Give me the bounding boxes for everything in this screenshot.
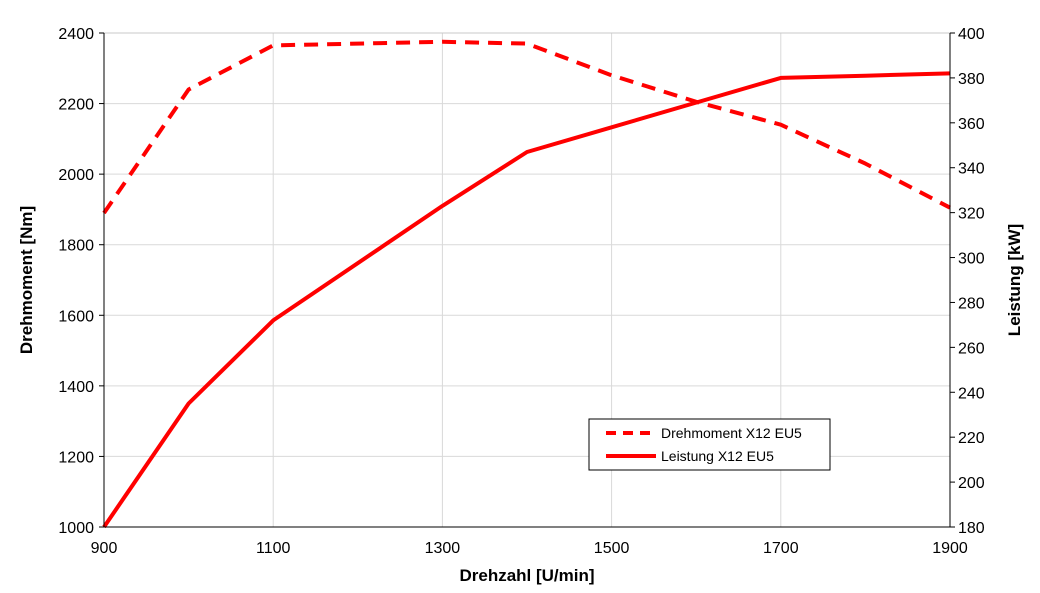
y-right-tick-label: 280 — [958, 295, 985, 312]
x-tick-label: 1500 — [594, 540, 630, 557]
y-right-tick-label: 180 — [958, 520, 985, 537]
y-axis-right-title: Leistung [kW] — [1005, 224, 1024, 336]
y-right-tick-label: 300 — [958, 251, 985, 268]
legend-label-torque: Drehmoment X12 EU5 — [661, 425, 802, 441]
y-right-tick-label: 240 — [958, 385, 985, 402]
legend: Drehmoment X12 EU5 Leistung X12 EU5 — [588, 418, 831, 471]
y-right-tick-label: 200 — [958, 475, 985, 492]
legend-label-power: Leistung X12 EU5 — [661, 448, 774, 464]
series-line-leistung — [102, 71, 951, 529]
x-tick-label: 1100 — [256, 540, 291, 557]
y-right-tick-label: 320 — [958, 206, 985, 223]
y-left-tick-label: 2200 — [58, 97, 94, 114]
y-left-tick-label: 1600 — [58, 308, 94, 325]
y-right-tick-label: 380 — [958, 71, 985, 88]
y-left-tick-label: 1200 — [58, 449, 94, 466]
y-left-tick-label: 2400 — [58, 26, 94, 43]
y-right-tick-label: 340 — [958, 161, 985, 178]
y-left-tick-label: 1400 — [58, 379, 94, 396]
series-layer — [102, 39, 951, 529]
y-right-tick-label: 220 — [958, 430, 985, 447]
series-line-drehmoment — [102, 39, 951, 215]
x-tick-label: 1900 — [932, 540, 968, 557]
y-right-tick-label: 260 — [958, 340, 985, 357]
y-left-tick-label: 1000 — [58, 520, 94, 537]
y-right-tick-label: 400 — [958, 26, 985, 43]
legend-box — [588, 418, 831, 471]
tick-labels: 900 1100 1300 1500 1700 1900 1000 1200 1400 1600 1… — [58, 26, 984, 557]
axes — [103, 33, 951, 528]
x-axis-title: Drehzahl [U/min] — [459, 566, 594, 585]
y-left-tick-label: 1800 — [58, 238, 94, 255]
x-tick-label: 900 — [91, 540, 118, 557]
y-left-tick-label: 2000 — [58, 167, 94, 184]
x-tick-label: 1300 — [425, 540, 461, 557]
y-axis-left-title: Drehmoment [Nm] — [17, 206, 36, 354]
y-right-tick-label: 360 — [958, 116, 985, 133]
x-tick-label: 1700 — [763, 540, 799, 557]
